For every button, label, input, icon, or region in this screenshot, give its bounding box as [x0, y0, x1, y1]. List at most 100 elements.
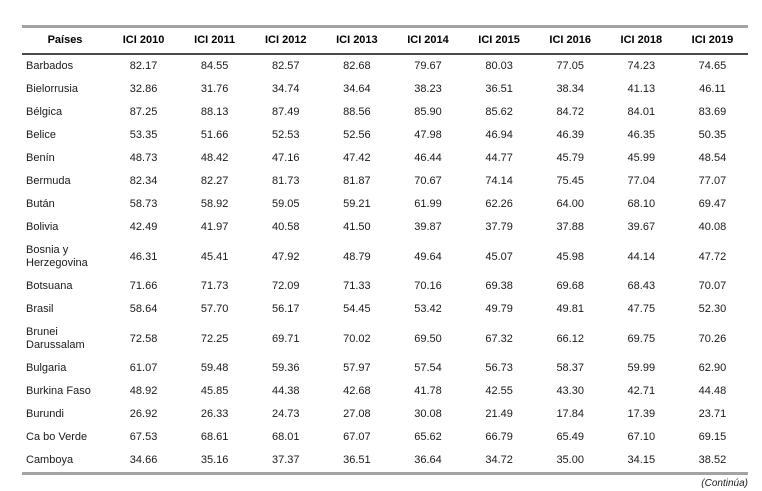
header-row: Países ICI 2010 ICI 2011 ICI 2012 ICI 2013 IC… — [22, 26, 748, 55]
value-cell: 30.08 — [414, 408, 442, 420]
value-cell: 69.15 — [698, 431, 727, 443]
value-cell: 48.54 — [698, 152, 727, 164]
value-cell: 38.23 — [414, 83, 442, 95]
value-cell: 71.73 — [200, 280, 229, 292]
value-cell: 24.73 — [272, 408, 300, 420]
value-cell: 66.12 — [556, 332, 584, 345]
value-cell: 83.69 — [698, 106, 727, 118]
value-cell: 81.87 — [343, 175, 371, 187]
value-cell: 58.37 — [556, 362, 584, 374]
value-cell: 47.92 — [272, 250, 300, 263]
value-cell: 31.76 — [200, 83, 229, 95]
value-cell: 34.66 — [129, 454, 158, 466]
value-cell: 36.51 — [343, 454, 371, 466]
value-cell: 39.87 — [414, 221, 442, 233]
country-cell: Brasil — [26, 303, 54, 315]
value-cell: 61.99 — [414, 198, 442, 210]
value-cell: 17.39 — [627, 408, 656, 420]
value-cell: 52.53 — [272, 129, 300, 141]
value-cell: 81.73 — [272, 175, 300, 187]
value-cell: 59.99 — [627, 362, 656, 374]
value-cell: 26.33 — [200, 408, 229, 420]
value-cell: 77.07 — [698, 175, 727, 187]
country-cell: Belice — [26, 129, 56, 141]
value-cell: 45.85 — [200, 385, 229, 397]
table-row: Belice 53.35 51.66 52.53 52.56 47.98 46.94 46.3… — [22, 124, 748, 147]
country-cell: Brunei Darussalam — [26, 326, 85, 351]
value-cell: 59.21 — [343, 198, 371, 210]
value-cell: 42.49 — [129, 221, 158, 233]
column-header: ICI 2015 — [463, 26, 535, 55]
value-cell: 45.41 — [200, 250, 229, 263]
value-cell: 39.67 — [627, 221, 656, 233]
value-cell: 67.53 — [129, 431, 158, 443]
table-row: Camboya 34.66 35.16 37.37 36.51 36.64 34.72 35.… — [22, 449, 748, 474]
country-cell: Benín — [26, 152, 55, 164]
table-row: Bermuda 82.34 82.27 81.73 81.87 70.67 74.14 75.… — [22, 170, 748, 193]
value-cell: 87.25 — [129, 106, 158, 118]
value-cell: 68.43 — [627, 280, 656, 292]
table-row: Bélgica 87.25 88.13 87.49 88.56 85.90 85.62 84.… — [22, 101, 748, 124]
value-cell: 49.64 — [414, 250, 442, 263]
value-cell: 41.97 — [200, 221, 229, 233]
country-cell: Burkina Faso — [26, 385, 91, 397]
value-cell: 72.09 — [272, 280, 300, 292]
country-cell: Ca bo Verde — [26, 431, 88, 443]
value-cell: 47.98 — [414, 129, 442, 141]
value-cell: 52.30 — [698, 303, 727, 315]
country-cell: Bermuda — [26, 175, 71, 187]
value-cell: 47.72 — [698, 250, 727, 263]
value-cell: 67.07 — [343, 431, 371, 443]
column-header: ICI 2013 — [321, 26, 393, 55]
value-cell: 36.64 — [414, 454, 442, 466]
value-cell: 53.35 — [129, 129, 158, 141]
country-cell: Bután — [26, 198, 55, 210]
value-cell: 37.37 — [272, 454, 300, 466]
value-cell: 74.65 — [698, 60, 727, 72]
value-cell: 79.67 — [414, 60, 442, 72]
value-cell: 71.66 — [129, 280, 158, 292]
value-cell: 75.45 — [556, 175, 584, 187]
value-cell: 69.71 — [272, 332, 300, 345]
value-cell: 34.74 — [272, 83, 300, 95]
value-cell: 40.58 — [272, 221, 300, 233]
value-cell: 57.54 — [414, 362, 442, 374]
table-row: Bolivia 42.49 41.97 40.58 41.50 39.87 37.79 37.… — [22, 216, 748, 239]
value-cell: 68.01 — [272, 431, 300, 443]
value-cell: 82.17 — [129, 60, 158, 72]
value-cell: 34.72 — [485, 454, 513, 466]
value-cell: 57.70 — [200, 303, 229, 315]
value-cell: 59.36 — [272, 362, 300, 374]
table-row: Bután 58.73 58.92 59.05 59.21 61.99 62.26 64.00… — [22, 193, 748, 216]
ici-table-container: Países ICI 2010 ICI 2011 ICI 2012 ICI 2013 IC… — [22, 25, 748, 489]
value-cell: 64.00 — [556, 198, 584, 210]
value-cell: 45.79 — [556, 152, 584, 164]
value-cell: 70.02 — [343, 332, 371, 345]
value-cell: 27.08 — [343, 408, 371, 420]
column-header-paises: Países — [22, 26, 108, 55]
value-cell: 46.31 — [129, 250, 158, 263]
value-cell: 77.05 — [556, 60, 584, 72]
value-cell: 47.16 — [272, 152, 300, 164]
column-header: ICI 2016 — [534, 26, 606, 55]
value-cell: 57.97 — [343, 362, 371, 374]
value-cell: 40.08 — [698, 221, 727, 233]
value-cell: 56.17 — [272, 303, 300, 315]
value-cell: 42.71 — [627, 385, 656, 397]
table-row: Bosnia y Herzegovina 46.31 45.41 47.92 48.79… — [22, 239, 748, 275]
value-cell: 62.90 — [698, 362, 727, 374]
value-cell: 48.73 — [129, 152, 158, 164]
country-cell: Bolivia — [26, 221, 59, 233]
table-row: Brunei Darussalam 72.58 72.25 69.71 70.02 69.… — [22, 321, 748, 357]
country-cell: Camboya — [26, 454, 74, 466]
value-cell: 85.90 — [414, 106, 442, 118]
value-cell: 32.86 — [129, 83, 158, 95]
table-row: Ca bo Verde 67.53 68.61 68.01 67.07 65.62 66.7… — [22, 426, 748, 449]
value-cell: 47.75 — [627, 303, 656, 315]
value-cell: 46.35 — [627, 129, 656, 141]
table-row: Benín 48.73 48.42 47.16 47.42 46.44 44.77 45.79… — [22, 147, 748, 170]
value-cell: 23.71 — [698, 408, 727, 420]
value-cell: 43.30 — [556, 385, 584, 397]
continua-note: (Continúa) — [701, 478, 748, 489]
value-cell: 88.56 — [343, 106, 371, 118]
